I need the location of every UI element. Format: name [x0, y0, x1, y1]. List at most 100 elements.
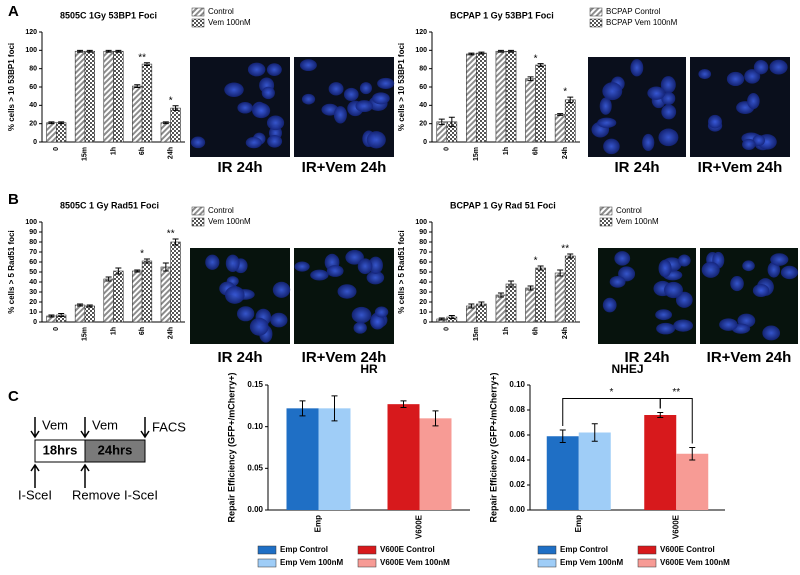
nucleus [647, 86, 666, 100]
error-bar [689, 447, 696, 461]
legend-swatch [357, 545, 377, 555]
error-bar [468, 303, 475, 309]
legend-label: Control [616, 206, 642, 215]
y-tick-label: 100 [415, 47, 427, 54]
nucleus [780, 265, 799, 280]
x-tick-label: 1h [110, 327, 117, 335]
significance: ** [138, 52, 146, 63]
nucleus [752, 134, 765, 146]
error-bar [115, 49, 122, 53]
nucleus [658, 128, 679, 147]
y-tick-label: 40 [419, 279, 427, 286]
error-bar [77, 49, 84, 53]
x-tick-label: 24h [562, 327, 569, 339]
bar [170, 107, 181, 143]
error-bar [172, 105, 179, 111]
nucleus [261, 86, 275, 100]
legend-label: V600E Control [660, 545, 715, 554]
chart-title: BCPAP 1 Gy 53BP1 Foci [450, 10, 554, 20]
protocol-diagram: 18hrs 24hrs Vem Vem FACS I-SceI Remove I… [18, 417, 186, 502]
x-tick-label: 0 [53, 147, 60, 151]
bar [525, 78, 536, 143]
nucleus [708, 114, 722, 129]
y-tick-label: 0.10 [509, 380, 525, 389]
diagram-label: FACS [152, 419, 186, 434]
nucleus [658, 259, 672, 278]
x-tick-label: 24h [168, 327, 175, 339]
error-bar [508, 280, 515, 288]
y-tick-label: 80 [29, 66, 37, 73]
panel-letter: C [8, 388, 19, 405]
legend-swatch [191, 206, 205, 216]
legend-swatch [191, 18, 205, 28]
legend-swatch [589, 18, 603, 28]
y-tick-label: 100 [25, 219, 37, 226]
y-tick-label: 60 [29, 259, 37, 266]
nucleus [368, 256, 383, 274]
bar [160, 122, 171, 143]
nucleus [614, 251, 631, 266]
x-tick-label: Emp [314, 515, 323, 532]
y-tick-label: 60 [29, 84, 37, 91]
legend-swatch [637, 545, 657, 555]
nucleus [190, 136, 206, 149]
micrograph [294, 248, 394, 344]
error-bar [48, 121, 55, 125]
bar [578, 432, 611, 510]
x-tick-label: 6h [532, 147, 539, 155]
significance: * [169, 95, 173, 106]
chart-title: BCPAP 1 Gy Rad 51 Foci [450, 200, 556, 210]
diagram-label: I-SceI [18, 487, 52, 502]
nucleus [237, 101, 253, 114]
legend-swatch [599, 206, 613, 216]
nucleus [299, 59, 317, 72]
error-bar [143, 258, 150, 264]
legend-label: Emp Control [560, 545, 608, 554]
nucleus [661, 104, 677, 120]
bar [103, 278, 114, 323]
image-caption: IR 24h [217, 349, 262, 366]
y-tick-label: 50 [29, 269, 37, 276]
error-bar [508, 49, 515, 53]
y-tick-label: 90 [419, 229, 427, 236]
bar [505, 283, 517, 323]
error-bar [143, 62, 150, 66]
nucleus [225, 254, 240, 273]
y-tick-label: 100 [415, 219, 427, 226]
y-tick-label: 120 [415, 29, 427, 36]
y-tick-label: 0.05 [247, 463, 263, 472]
error-bar [77, 303, 84, 307]
nucleus [343, 87, 359, 102]
error-bar [497, 49, 504, 53]
image-caption: IR 24h [614, 159, 659, 176]
nucleus [767, 261, 781, 278]
significance: ** [672, 387, 680, 398]
x-tick-label: 1h [110, 147, 117, 155]
nucleus [345, 249, 364, 265]
y-tick-label: 0.06 [509, 430, 525, 439]
micrograph [690, 57, 790, 157]
y-tick-label: 80 [419, 239, 427, 246]
legend-label: BCPAP Control [606, 7, 661, 16]
nucleus [664, 281, 683, 299]
error-bar [86, 49, 93, 53]
y-tick-label: 0 [423, 319, 427, 326]
error-bar [438, 118, 445, 126]
legend-label: Emp Vem 100nM [560, 558, 623, 567]
micrograph [190, 248, 291, 344]
image-caption: IR+Vem 24h [698, 159, 783, 176]
nucleus [252, 103, 271, 119]
nucleus [237, 306, 255, 322]
nucleus [609, 275, 626, 288]
legend-swatch [599, 217, 613, 227]
y-tick-label: 100 [25, 47, 37, 54]
nucleus [730, 276, 744, 292]
bar [84, 305, 95, 323]
arrows [30, 417, 150, 488]
error-bar [537, 63, 544, 67]
y-tick-label: 50 [419, 269, 427, 276]
x-tick-label: 6h [139, 327, 146, 335]
bar [113, 50, 124, 143]
nucleus [333, 106, 347, 124]
